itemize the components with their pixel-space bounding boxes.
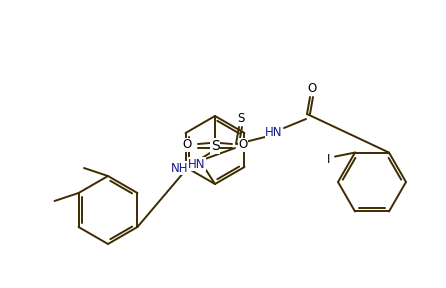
- Text: O: O: [307, 82, 317, 94]
- Text: S: S: [211, 139, 219, 153]
- Text: HN: HN: [188, 158, 206, 170]
- Text: O: O: [182, 139, 192, 151]
- Text: HN: HN: [265, 126, 283, 139]
- Text: S: S: [237, 111, 245, 124]
- Text: NH: NH: [171, 162, 189, 175]
- Text: I: I: [327, 153, 330, 166]
- Text: O: O: [238, 139, 248, 151]
